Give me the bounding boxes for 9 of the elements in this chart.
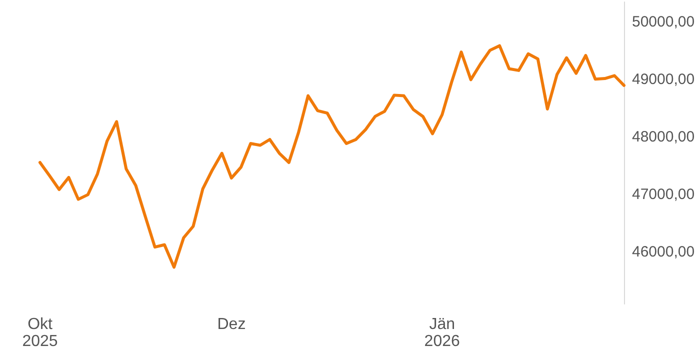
y-tick-label: 49000,00 [632,71,695,88]
y-tick-label: 50000,00 [632,14,695,31]
y-tick-label: 48000,00 [632,128,695,146]
x-tick-label: Jän 2026 [424,316,460,350]
x-tick-label: Okt 2025 [22,316,58,350]
y-tick-label: 46000,00 [632,244,695,261]
y-tick-label: 47000,00 [632,186,695,204]
x-tick-label: Dez [217,316,246,333]
line-series [38,44,626,269]
